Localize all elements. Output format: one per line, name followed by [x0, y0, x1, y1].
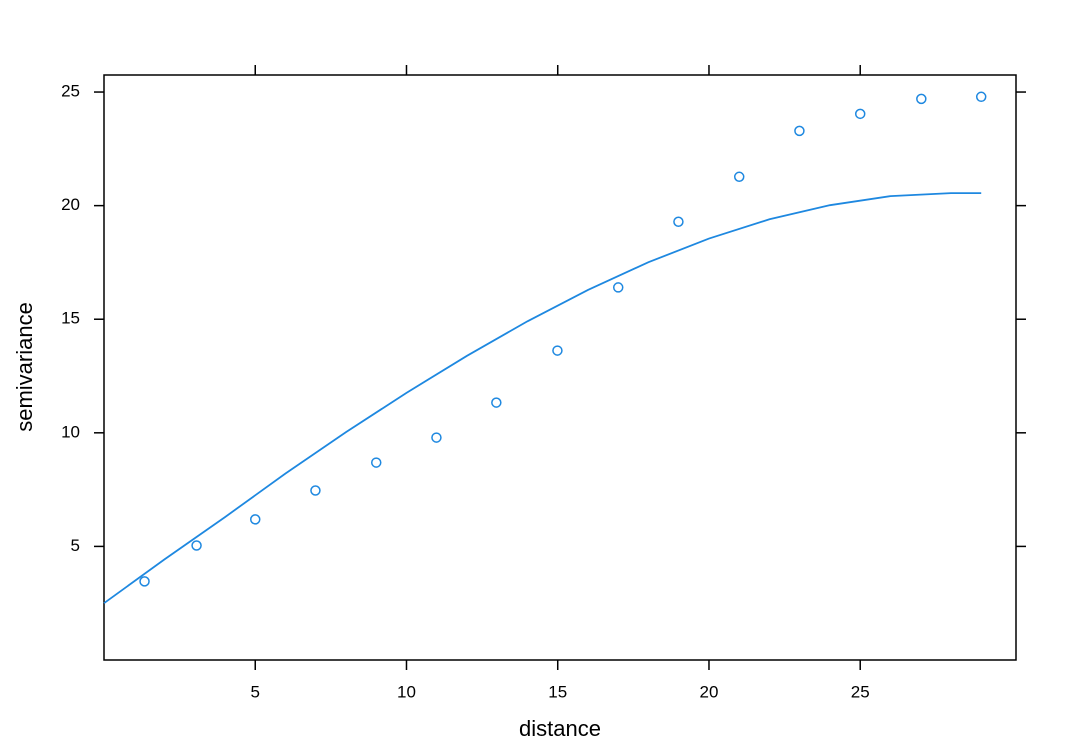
data-point	[552, 345, 563, 356]
y-tick-label: 25	[61, 82, 80, 101]
data-point	[191, 540, 202, 551]
y-tick-label: 10	[61, 422, 80, 441]
x-tick-label: 20	[700, 682, 719, 701]
x-axis-label: distance	[519, 716, 601, 736]
data-point	[139, 576, 150, 587]
y-tick-label: 20	[61, 195, 80, 214]
data-point	[916, 93, 927, 105]
x-tick-label: 10	[397, 682, 416, 701]
data-point	[794, 125, 805, 137]
data-point	[975, 91, 987, 103]
data-point	[854, 108, 866, 120]
x-tick-label: 25	[851, 682, 870, 701]
x-tick-label: 15	[548, 682, 567, 701]
data-point	[491, 397, 502, 408]
y-tick-label: 15	[61, 309, 80, 328]
y-axis-label: semivariance	[12, 302, 37, 432]
y-tick-label: 5	[71, 536, 80, 555]
data-point	[733, 171, 745, 183]
data-point	[310, 485, 321, 496]
model-line	[103, 192, 982, 604]
data-point	[612, 282, 624, 293]
plot-frame	[103, 74, 1017, 661]
data-point	[431, 432, 442, 443]
x-tick-label: 5	[251, 682, 260, 701]
data-point	[249, 514, 261, 525]
data-point	[370, 457, 382, 468]
data-point	[673, 216, 684, 228]
